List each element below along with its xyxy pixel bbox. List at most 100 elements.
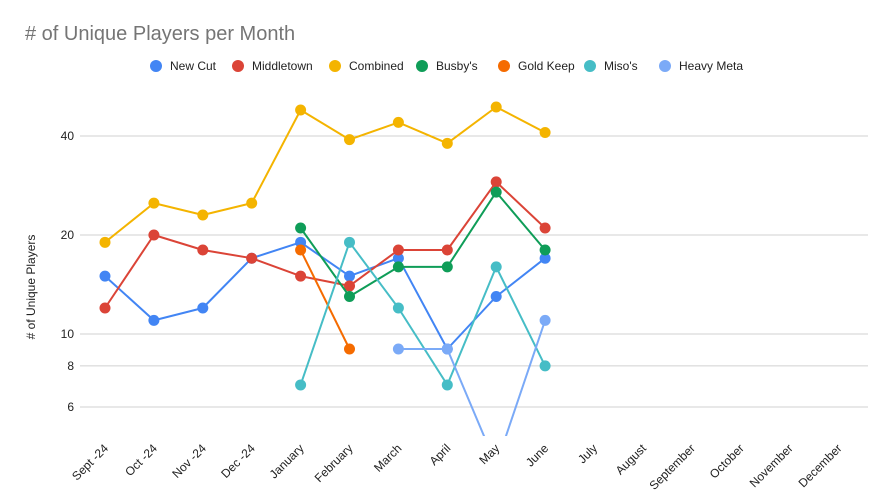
series-line (104, 241, 546, 350)
data-point[interactable] (246, 252, 258, 264)
data-point[interactable] (490, 261, 502, 273)
data-point[interactable] (344, 236, 355, 248)
data-point[interactable] (295, 222, 307, 234)
data-point[interactable] (99, 236, 111, 248)
data-point[interactable] (148, 314, 160, 326)
legend-item[interactable]: Miso's (584, 59, 638, 73)
data-point[interactable] (344, 343, 355, 355)
data-point[interactable] (392, 244, 404, 256)
legend-label: Heavy Meta (679, 59, 743, 73)
legend-item[interactable]: Gold Keep (498, 59, 575, 73)
series-line (104, 180, 546, 309)
data-point[interactable] (392, 116, 404, 128)
legend-marker (659, 60, 671, 72)
series-line (299, 241, 546, 386)
legend-item[interactable]: New Cut (150, 59, 217, 73)
series-miso-s (295, 236, 551, 391)
legend-marker (150, 60, 162, 72)
x-tick-label: July (575, 441, 600, 466)
x-tick-label: Sept -24 (69, 441, 111, 483)
series-gold-keep (295, 244, 355, 355)
data-point[interactable] (441, 244, 453, 256)
legend-label: Miso's (604, 59, 638, 73)
data-point[interactable] (295, 379, 307, 391)
data-point[interactable] (392, 343, 404, 355)
data-point[interactable] (344, 291, 355, 303)
series-heavy-meta (392, 314, 551, 436)
data-point[interactable] (344, 134, 355, 146)
data-point[interactable] (539, 222, 551, 234)
series-new-cut (99, 236, 551, 355)
data-point[interactable] (441, 137, 453, 149)
data-point[interactable] (441, 379, 453, 391)
y-tick-label: 20 (61, 228, 75, 242)
legend-marker (232, 60, 244, 72)
legend-label: Gold Keep (518, 59, 575, 73)
data-point[interactable] (490, 101, 502, 113)
data-point[interactable] (539, 126, 551, 138)
y-tick-label: 6 (67, 400, 74, 414)
series-combined (99, 101, 551, 248)
legend-item[interactable]: Heavy Meta (659, 59, 743, 73)
data-point[interactable] (295, 244, 307, 256)
data-point[interactable] (441, 261, 453, 273)
y-tick-label: 40 (61, 129, 75, 143)
series-line (299, 191, 546, 298)
legend-item[interactable]: Busby's (416, 59, 478, 73)
data-point[interactable] (392, 261, 404, 273)
data-point[interactable] (99, 270, 111, 282)
data-point[interactable] (148, 197, 160, 209)
data-point[interactable] (99, 302, 111, 314)
data-point[interactable] (441, 343, 453, 355)
legend-marker (498, 60, 510, 72)
x-tick-label: June (523, 441, 552, 470)
legend-label: Busby's (436, 59, 478, 73)
legend-marker (329, 60, 341, 72)
data-point[interactable] (539, 360, 551, 372)
data-point[interactable] (197, 209, 209, 221)
legend-label: Combined (349, 59, 404, 73)
x-tick-label: Dec -24 (218, 441, 258, 481)
data-point[interactable] (295, 104, 307, 116)
data-point[interactable] (490, 186, 502, 198)
legend-marker (584, 60, 596, 72)
legend-item[interactable]: Combined (329, 59, 404, 73)
data-point[interactable] (197, 302, 209, 314)
legend-label: New Cut (170, 59, 217, 73)
series-group (99, 101, 551, 436)
gridlines (80, 135, 868, 408)
x-tick-label: March (371, 441, 404, 474)
data-point[interactable] (539, 252, 551, 264)
data-point[interactable] (344, 280, 355, 292)
x-tick-label: Nov -24 (169, 441, 209, 481)
series-busby-s (295, 186, 551, 303)
series-line (299, 249, 351, 350)
data-point[interactable] (197, 244, 209, 256)
data-point[interactable] (344, 270, 355, 282)
data-point[interactable] (246, 197, 258, 209)
data-point[interactable] (392, 252, 404, 264)
data-point[interactable] (490, 291, 502, 303)
data-point[interactable] (392, 302, 404, 314)
series-line (398, 320, 547, 436)
legend-label: Middletown (252, 59, 313, 73)
y-axis-ticks: 6 8 10 20 40 (61, 129, 75, 414)
x-tick-label: Oct -24 (122, 441, 160, 479)
x-tick-label: January (267, 441, 307, 481)
y-tick-label: 10 (61, 327, 75, 341)
data-point[interactable] (148, 229, 160, 241)
x-tick-label: August (613, 441, 650, 478)
data-point[interactable] (539, 314, 551, 326)
data-point[interactable] (490, 176, 502, 188)
x-tick-label: September (647, 441, 698, 492)
series-line (104, 106, 546, 244)
data-point[interactable] (295, 270, 307, 282)
y-axis-label: # of Unique Players (24, 235, 38, 340)
legend-item[interactable]: Middletown (232, 59, 313, 73)
y-tick-label: 8 (67, 359, 74, 373)
x-axis-ticks: Sept -24 Oct -24 Nov -24 Dec -24 January Febr… (69, 441, 844, 493)
x-tick-label: November (747, 441, 796, 490)
data-point[interactable] (295, 236, 307, 248)
data-point[interactable] (539, 244, 551, 256)
